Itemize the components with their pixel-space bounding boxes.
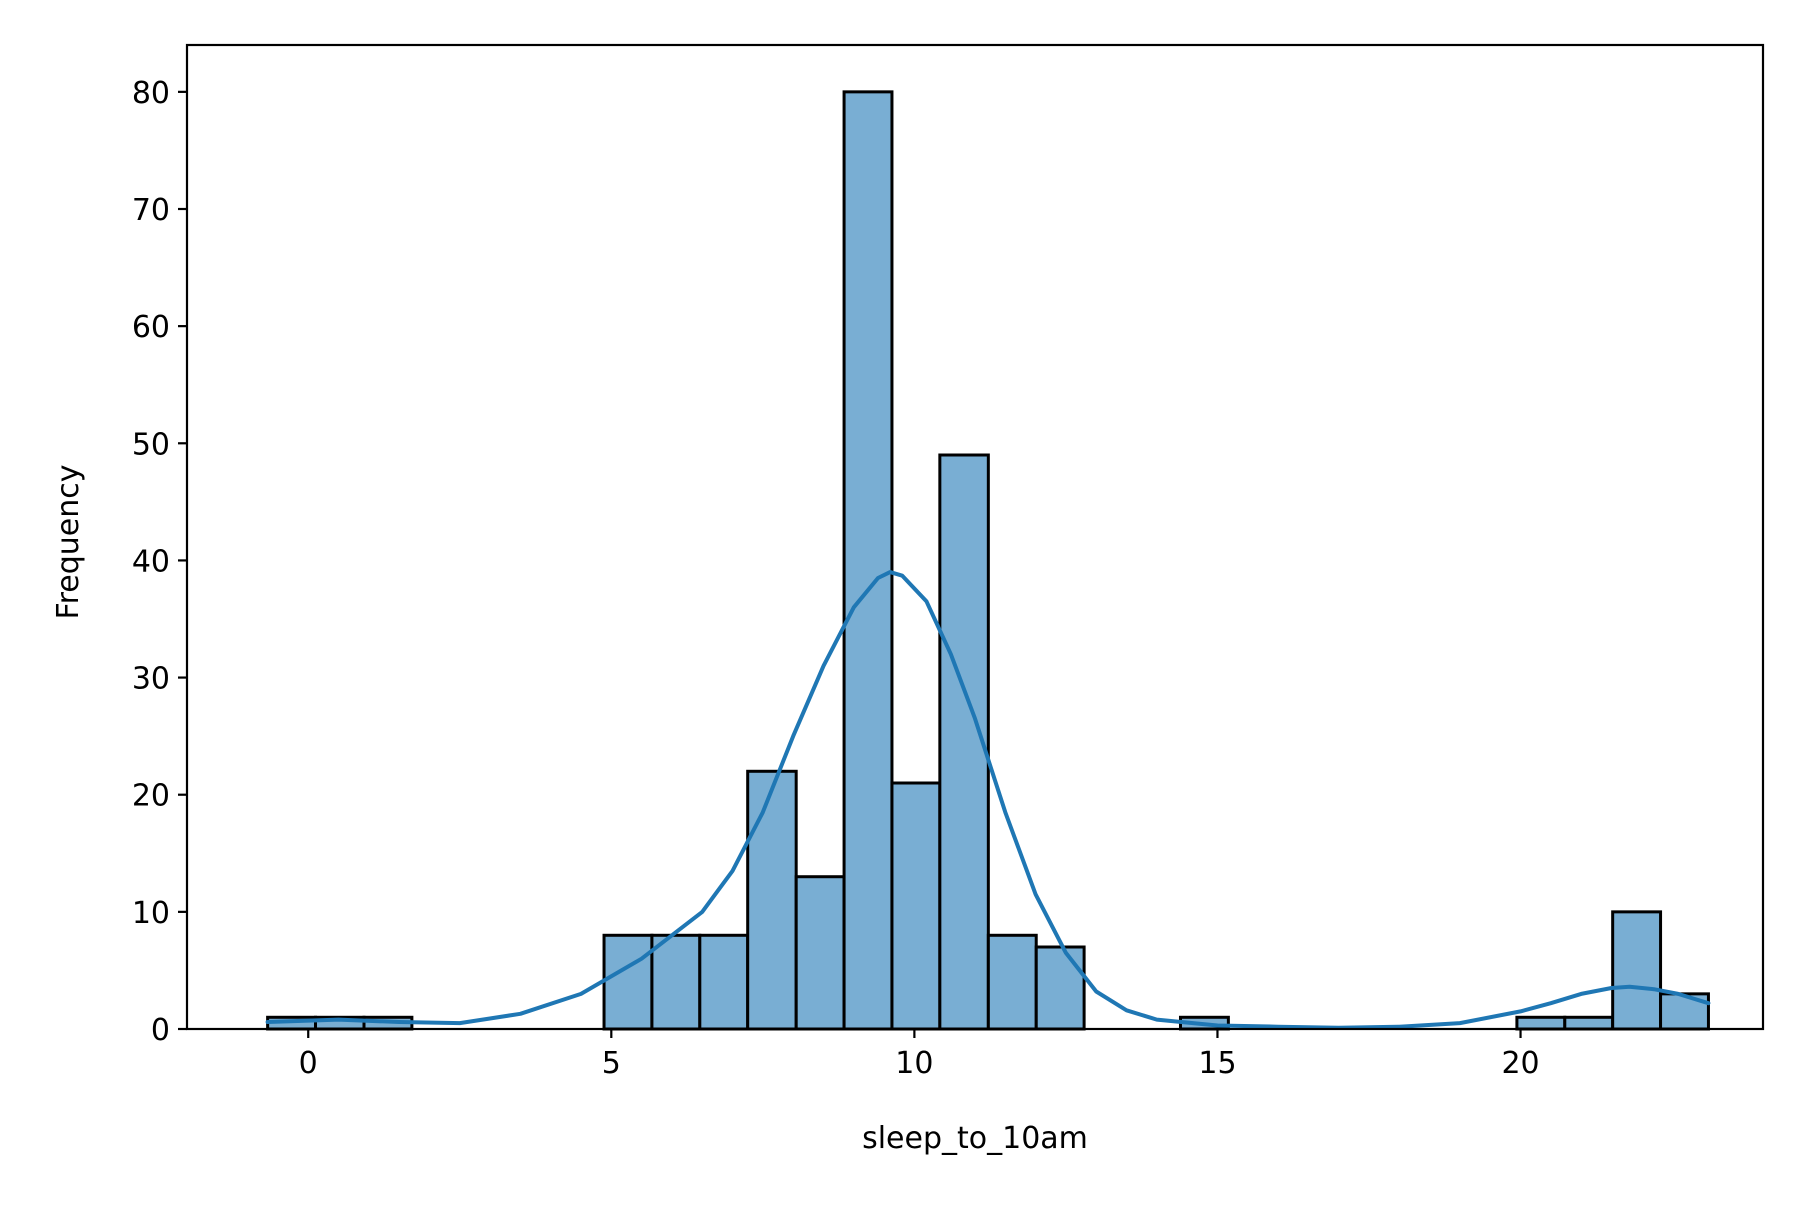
y-tick-label: 30 — [132, 662, 170, 697]
histogram-bar-8 — [842, 90, 894, 1031]
histogram-bar-7 — [794, 875, 846, 1031]
x-tick-label: 15 — [1198, 1046, 1236, 1081]
y-tick-label: 50 — [132, 427, 170, 462]
y-tick-label: 20 — [132, 779, 170, 814]
y-tick-label: 60 — [132, 310, 170, 345]
y-tick-label: 80 — [132, 76, 170, 111]
y-tick-label: 40 — [132, 544, 170, 579]
kde-layer — [265, 570, 1711, 1030]
x-tick-label: 0 — [299, 1046, 318, 1081]
x-tick-label: 10 — [895, 1046, 933, 1081]
bars-layer — [266, 90, 1710, 1031]
y-tick-label: 0 — [151, 1013, 170, 1048]
x-tick-label: 5 — [602, 1046, 621, 1081]
plot-frame — [185, 43, 1765, 1031]
histogram-bar-6 — [746, 769, 798, 1031]
x-axis-label: sleep_to_10am — [862, 1121, 1088, 1156]
x-axis-ticks: 0 5 10 15 20 — [299, 1029, 1540, 1081]
y-tick-label: 10 — [132, 896, 170, 931]
histogram-bar-12 — [1034, 945, 1086, 1031]
histogram-bar-9 — [890, 781, 942, 1031]
histogram-bar-16 — [1611, 910, 1663, 1031]
histogram-bar-10 — [938, 453, 990, 1031]
kde-curve — [265, 570, 1711, 1030]
plot-frame-layer — [185, 43, 1765, 1031]
histogram-bar-15 — [1563, 1015, 1615, 1031]
histogram-bar-3 — [602, 933, 654, 1031]
x-tick-label: 20 — [1501, 1046, 1539, 1081]
histogram-bar-5 — [698, 933, 750, 1031]
y-axis-ticks: 0 10 20 30 40 50 60 70 80 — [132, 76, 187, 1048]
y-tick-label: 70 — [132, 193, 170, 228]
histogram-bar-14 — [1515, 1015, 1567, 1031]
y-axis-label: Frequency — [51, 465, 86, 620]
histogram-bar-4 — [650, 933, 702, 1031]
histogram-bar-11 — [986, 933, 1038, 1031]
